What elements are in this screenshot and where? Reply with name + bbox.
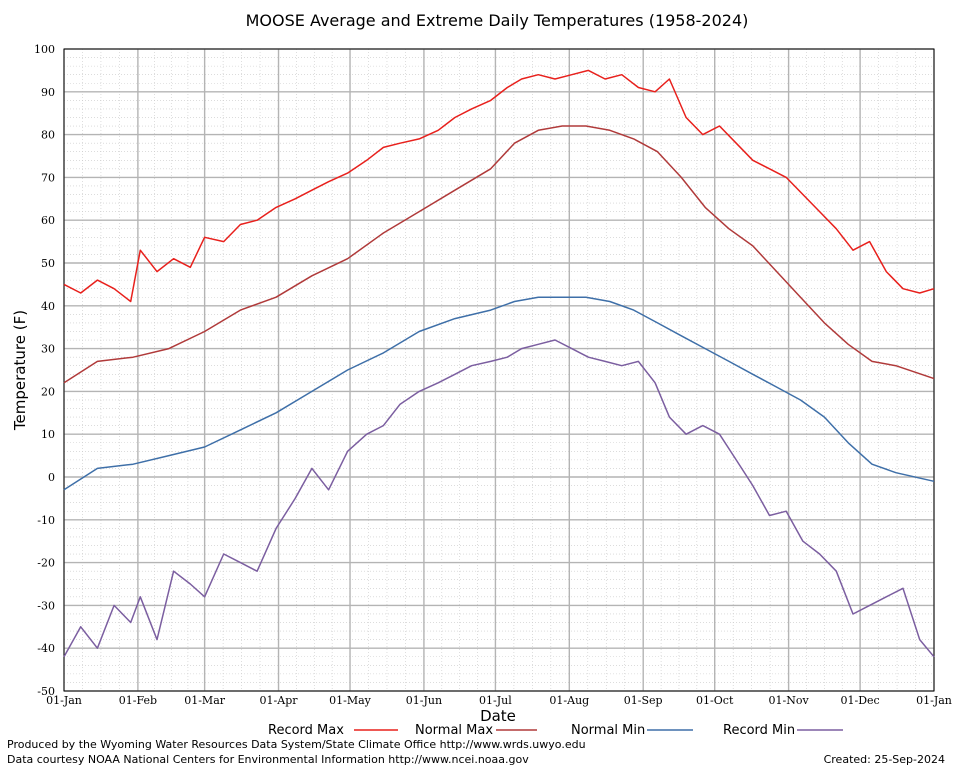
minor-grid (64, 49, 934, 691)
chart-title: MOOSE Average and Extreme Daily Temperat… (246, 11, 749, 30)
y-tick-label: -30 (37, 599, 55, 612)
plot-frame (63, 48, 935, 692)
legend-label-normal-min: Normal Min (571, 723, 645, 738)
series-line-normal-min (63, 296, 935, 491)
footer-data-courtesy: Data courtesy NOAA National Centers for … (7, 753, 529, 766)
series-line-record-min (63, 339, 935, 658)
y-tick-label: -40 (37, 642, 55, 655)
x-tick-label: 01-Sep (624, 694, 663, 707)
x-tick-label: 01-Oct (696, 694, 734, 707)
x-tick-label: 01-Nov (769, 694, 810, 707)
x-tick-label: 01-Jun (406, 694, 442, 707)
y-tick-label: 0 (48, 471, 55, 484)
series-line-record-max (63, 69, 935, 303)
x-tick-label: 01-Jan (916, 694, 952, 707)
legend-label-normal-max: Normal Max (415, 723, 493, 738)
y-tick-label: 20 (41, 385, 55, 398)
y-tick-label: 30 (41, 343, 55, 356)
legend: Record Max Normal Max Normal Min Record Min (268, 723, 843, 738)
y-tick-label: 40 (41, 300, 55, 313)
y-tick-label: -50 (37, 685, 55, 698)
x-tick-label: 01-Aug (549, 694, 589, 707)
x-tick-label: 01-Jan (46, 694, 82, 707)
x-tick-label: 01-Apr (260, 694, 299, 707)
footer-produced-by: Produced by the Wyoming Water Resources … (7, 738, 586, 751)
legend-label-record-max: Record Max (268, 723, 344, 738)
y-tick-label: -10 (37, 514, 55, 527)
y-tick-label: 100 (34, 43, 55, 56)
x-tick-label: 01-Mar (184, 694, 226, 707)
x-tick-label: 01-May (329, 694, 372, 707)
y-tick-label: 80 (41, 129, 55, 142)
y-tick-label: 10 (41, 428, 55, 441)
y-tick-label: 60 (41, 214, 55, 227)
major-grid (63, 48, 935, 692)
series-lines (63, 69, 935, 658)
footer-created-date: Created: 25-Sep-2024 (824, 753, 945, 766)
x-tick-label: 01-Dec (841, 694, 880, 707)
x-tick-label: 01-Feb (119, 694, 157, 707)
y-tick-label: -20 (37, 557, 55, 570)
x-axis-ticks: 01-Jan 01-Feb 01-Mar 01-Apr 01-May 01-Jun 01-J… (46, 694, 952, 707)
y-tick-label: 90 (41, 86, 55, 99)
series-line-normal-max (63, 125, 935, 384)
y-tick-label: 70 (41, 171, 55, 184)
x-axis-label: Date (480, 707, 516, 725)
x-tick-label: 01-Jul (479, 694, 512, 707)
y-axis-label: Temperature (F) (11, 310, 29, 431)
legend-label-record-min: Record Min (723, 723, 795, 738)
y-tick-label: 50 (41, 257, 55, 270)
